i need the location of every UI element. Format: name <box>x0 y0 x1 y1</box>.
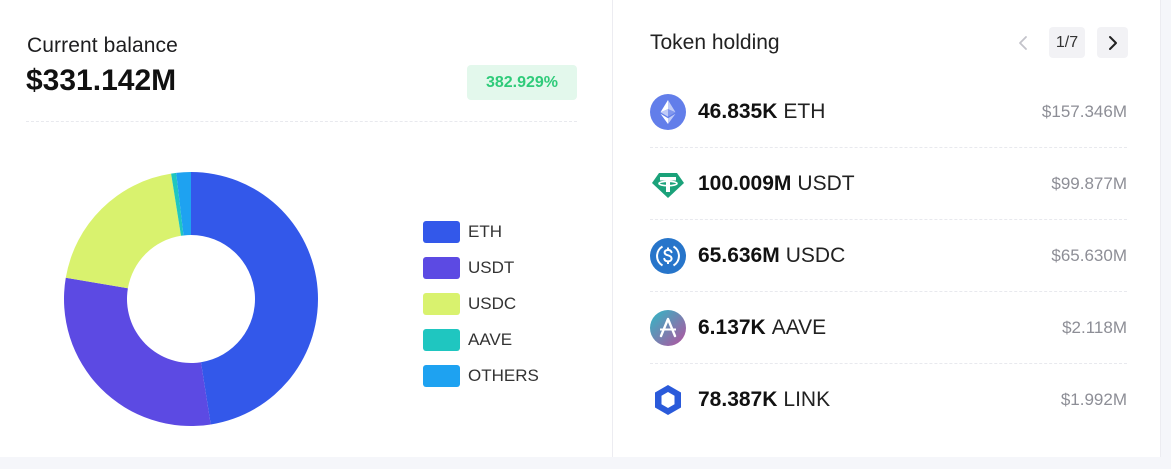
token-list: 46.835K ETH $157.346M 100.009M USDT $99.… <box>650 76 1127 436</box>
token-usd-value: $65.630M <box>1051 245 1127 265</box>
token-holding-panel: Token holding 1/7 <box>614 0 1161 457</box>
token-amount: 46.835K <box>698 99 778 123</box>
eth-icon <box>650 93 686 130</box>
legend-label: USDC <box>468 294 517 313</box>
legend-item-usdc[interactable]: USDC <box>423 286 539 322</box>
balance-label: Current balance <box>27 34 178 57</box>
donut-slice-eth[interactable] <box>191 172 318 425</box>
pager-count: 1/7 <box>1049 27 1085 58</box>
token-row[interactable]: 6.137K AAVE $2.118M <box>650 292 1127 364</box>
token-row[interactable]: 100.009M USDT $99.877M <box>650 148 1127 220</box>
token-symbol: LINK <box>783 388 831 411</box>
legend-item-eth[interactable]: ETH <box>423 214 539 250</box>
chevron-right-icon <box>1108 35 1117 50</box>
token-row[interactable]: 78.387K LINK $1.992M <box>650 364 1127 436</box>
token-row[interactable]: 46.835K ETH $157.346M <box>650 76 1127 148</box>
token-usd-value: $157.346M <box>1041 101 1127 121</box>
donut-slice-others[interactable] <box>176 172 191 236</box>
legend-swatch <box>423 329 460 351</box>
usdt-icon <box>652 172 684 198</box>
chevron-left-icon <box>1019 35 1027 50</box>
donut-slice-usdt[interactable] <box>63 277 211 426</box>
token-symbol: USDT <box>797 171 855 195</box>
donut-slice-usdc[interactable] <box>65 173 181 289</box>
token-symbol: ETH <box>783 99 826 123</box>
legend-swatch <box>423 221 460 243</box>
donut-slice-aave[interactable] <box>171 172 184 236</box>
usdc-icon <box>650 237 686 274</box>
token-row[interactable]: 65.636M USDC $65.630M <box>650 220 1127 292</box>
allocation-donut-chart <box>63 172 318 426</box>
legend-label: ETH <box>468 222 502 241</box>
token-amount: 6.137K <box>698 315 766 339</box>
legend-label: USDT <box>468 258 515 277</box>
link-icon <box>655 385 681 415</box>
change-badge: 382.929% <box>467 65 577 100</box>
chart-legend: ETH USDT USDC AAVE OTHERS <box>423 214 539 394</box>
legend-item-others[interactable]: OTHERS <box>423 358 539 394</box>
token-symbol: USDC <box>785 243 846 267</box>
legend-label: OTHERS <box>468 366 539 385</box>
legend-swatch <box>423 257 460 279</box>
pager-next-button[interactable] <box>1097 27 1128 58</box>
token-amount: 78.387K <box>698 388 778 411</box>
pager-prev-button[interactable] <box>1008 27 1038 58</box>
legend-item-usdt[interactable]: USDT <box>423 250 539 286</box>
aave-icon <box>650 309 686 346</box>
dashboard-card: Current balance $331.142M 382.929% ETH US… <box>26 0 1161 457</box>
balance-value: $331.142M <box>26 64 177 97</box>
token-usd-value: $2.118M <box>1062 317 1127 337</box>
token-holding-title: Token holding <box>650 31 780 54</box>
legend-label: AAVE <box>468 330 513 349</box>
token-usd-value: $1.992M <box>1060 390 1127 409</box>
divider <box>26 121 577 122</box>
balance-panel: Current balance $331.142M 382.929% ETH US… <box>26 0 613 457</box>
token-usd-value: $99.877M <box>1051 173 1127 193</box>
legend-item-aave[interactable]: AAVE <box>423 322 539 358</box>
token-amount: 100.009M <box>698 171 792 195</box>
legend-swatch <box>423 293 460 315</box>
token-amount: 65.636M <box>698 243 780 267</box>
legend-swatch <box>423 365 460 387</box>
token-symbol: AAVE <box>771 315 827 339</box>
